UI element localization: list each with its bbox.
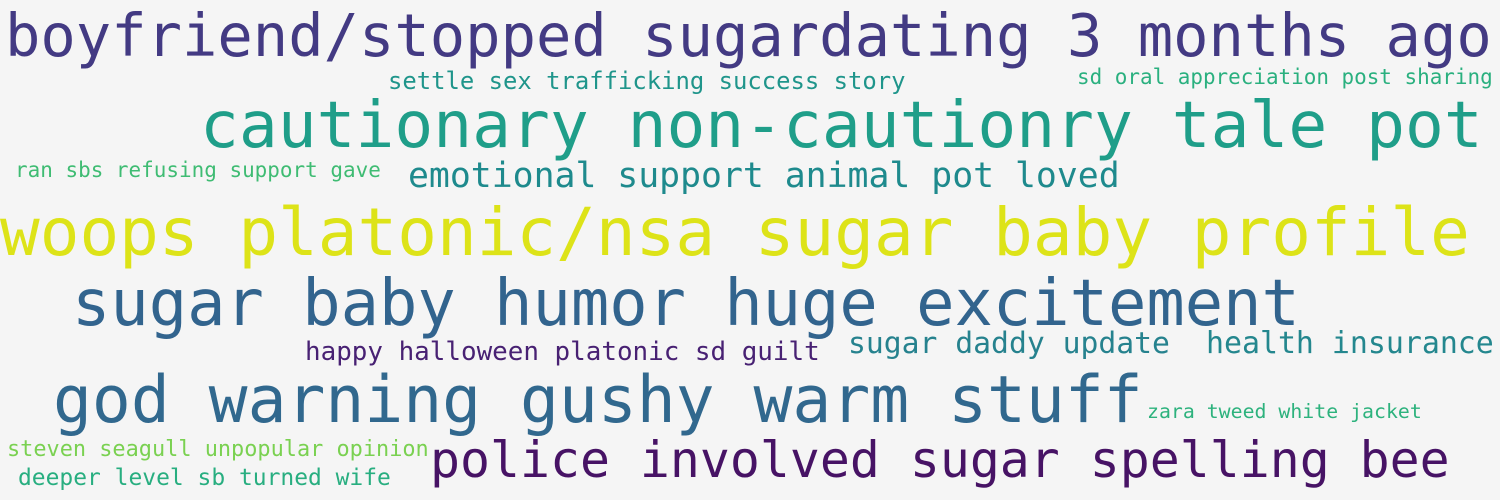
phrase-zara-tweed-jacket: zara tweed white jacket [1147, 400, 1422, 424]
phrase-sugar-baby-humor: sugar baby humor huge excitement [72, 267, 1300, 342]
phrase-god-warning-gushy: god warning gushy warm stuff [53, 362, 1143, 438]
phrase-deeper-level-sb: deeper level sb turned wife [18, 464, 391, 491]
phrase-settle-sex-trafficking: settle sex trafficking success story [388, 67, 906, 96]
phrase-woops-platonic-profile: woops platonic/nsa sugar baby profile [0, 194, 1470, 271]
phrase-cautionary-tale: cautionary non-cautionry tale pot [200, 87, 1483, 163]
phrase-ran-sbs-refusing: ran sbs refusing support gave [15, 157, 381, 182]
phrase-steven-seagull: steven seagull unpopular opinion [7, 437, 429, 463]
phrase-emotional-support-animal: emotional support animal pot loved [408, 155, 1120, 196]
phrase-sd-oral-appreciation: sd oral appreciation post sharing [1077, 64, 1493, 89]
phrase-happy-halloween: happy halloween platonic sd guilt [305, 337, 820, 368]
phrase-police-involved: police involved sugar spelling bee [430, 431, 1450, 490]
phrase-health-insurance: health insurance [1206, 326, 1494, 362]
phrase-sugar-daddy-update: sugar daddy update [848, 326, 1170, 362]
phrase-boyfriend-stopped-sugardating: boyfriend/stopped sugardating 3 months a… [5, 0, 1492, 70]
